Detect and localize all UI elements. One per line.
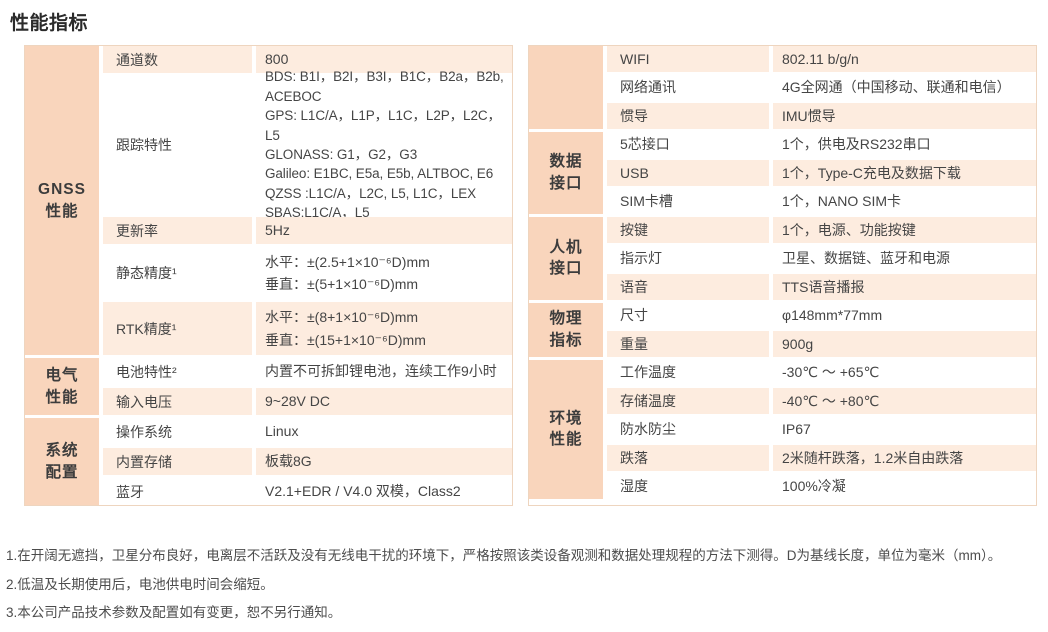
- spec-label: 工作温度: [607, 359, 769, 385]
- spec-label: 重量: [607, 331, 769, 357]
- spec-label: 5芯接口: [607, 131, 769, 157]
- category-cell-gnss: GNSS 性能: [25, 46, 99, 355]
- spec-tables-container: GNSS 性能 通道数 800 跟踪特性 BDS: B1I，B2I，B3I，B1…: [24, 45, 1037, 506]
- spec-label: 电池特性²: [103, 358, 252, 385]
- spec-label: 语音: [607, 274, 769, 300]
- spec-label: 内置存储: [103, 448, 252, 475]
- spec-label: 静态精度¹: [103, 247, 252, 299]
- spec-value: φ148mm*77mm: [773, 302, 1036, 328]
- spec-value: IP67: [773, 416, 1036, 442]
- spec-table-left: GNSS 性能 通道数 800 跟踪特性 BDS: B1I，B2I，B3I，B1…: [24, 45, 513, 506]
- spec-value: 内置不可拆卸锂电池，连续工作9小时: [256, 358, 512, 385]
- spec-label: 指示灯: [607, 245, 769, 271]
- spec-value: 水平：±(2.5+1×10⁻⁶D)mm 垂直：±(5+1×10⁻⁶D)mm: [256, 247, 512, 299]
- spec-label: 操作系统: [103, 418, 252, 445]
- spec-value: 800: [256, 46, 512, 73]
- spec-label: RTK精度¹: [103, 302, 252, 355]
- spec-value: 水平：±(8+1×10⁻⁶D)mm 垂直：±(15+1×10⁻⁶D)mm: [256, 302, 512, 355]
- spec-value: IMU惯导: [773, 103, 1036, 129]
- footnote: 3.本公司产品技术参数及配置如有变更，恕不另行通知。: [6, 605, 342, 621]
- category-cell-system: 系统 配置: [25, 418, 99, 505]
- spec-label: SIM卡槽: [607, 188, 769, 214]
- spec-value: 1个，供电及RS232串口: [773, 131, 1036, 157]
- spec-value: TTS语音播报: [773, 274, 1036, 300]
- page-title: 性能指标: [10, 13, 89, 34]
- spec-value: 2米随杆跌落，1.2米自由跌落: [773, 445, 1036, 471]
- spec-value: 5Hz: [256, 217, 512, 244]
- spec-value: 1个，Type-C充电及数据下载: [773, 160, 1036, 186]
- spec-value: -30℃ ～ +65℃: [773, 359, 1036, 385]
- spec-value: 9~28V DC: [256, 388, 512, 415]
- spec-label: 跌落: [607, 445, 769, 471]
- spec-value: BDS: B1I，B2I，B3I，B1C，B2a，B2b, ACEBOC GPS…: [256, 69, 512, 220]
- spec-label: 存储温度: [607, 388, 769, 414]
- category-cell-electrical: 电气 性能: [25, 358, 99, 415]
- spec-value: -40℃ ～ +80℃: [773, 388, 1036, 414]
- spec-table-right: WIFI 802.11 b/g/n 网络通讯 4G全网通（中国移动、联通和电信）…: [528, 45, 1037, 506]
- spec-value: 802.11 b/g/n: [773, 46, 1036, 72]
- spec-label: 湿度: [607, 473, 769, 499]
- spec-label: 输入电压: [103, 388, 252, 415]
- spec-label: 惯导: [607, 103, 769, 129]
- spec-value: 100%冷凝: [773, 473, 1036, 499]
- spec-value: 卫星、数据链、蓝牙和电源: [773, 245, 1036, 271]
- category-cell-physical: 物理 指标: [529, 302, 603, 357]
- spec-label: 跟踪特性: [103, 76, 252, 214]
- spec-value: 板载8G: [256, 448, 512, 475]
- footnotes-block: 1.在开阔无遮挡，卫星分布良好，电离层不活跃及没有无线电干扰的环境下，严格按照该…: [6, 548, 1046, 632]
- spec-label: 更新率: [103, 217, 252, 244]
- footnote: 1.在开阔无遮挡，卫星分布良好，电离层不活跃及没有无线电干扰的环境下，严格按照该…: [6, 548, 1002, 563]
- spec-label: 防水防尘: [607, 416, 769, 442]
- spec-label: 通道数: [103, 46, 252, 73]
- spec-label: WIFI: [607, 46, 769, 72]
- spec-value: 1个，NANO SIM卡: [773, 188, 1036, 214]
- spec-value: 900g: [773, 331, 1036, 357]
- spec-value: V2.1+EDR / V4.0 双模，Class2: [256, 478, 512, 505]
- spec-label: 网络通讯: [607, 74, 769, 100]
- spec-value: 4G全网通（中国移动、联通和电信）: [773, 74, 1036, 100]
- footnote: 2.低温及长期使用后，电池供电时间会缩短。: [6, 576, 274, 592]
- category-cell-environment: 环境 性能: [529, 359, 603, 499]
- spec-value: 1个，电源、功能按键: [773, 217, 1036, 243]
- spec-label: 蓝牙: [103, 478, 252, 505]
- spec-label: 尺寸: [607, 302, 769, 328]
- spec-value: Linux: [256, 418, 512, 445]
- spec-label: 按键: [607, 217, 769, 243]
- spec-label: USB: [607, 160, 769, 186]
- category-cell-comm: [529, 46, 603, 129]
- category-cell-hmi: 人机 接口: [529, 217, 603, 300]
- category-cell-data-interface: 数据 接口: [529, 131, 603, 214]
